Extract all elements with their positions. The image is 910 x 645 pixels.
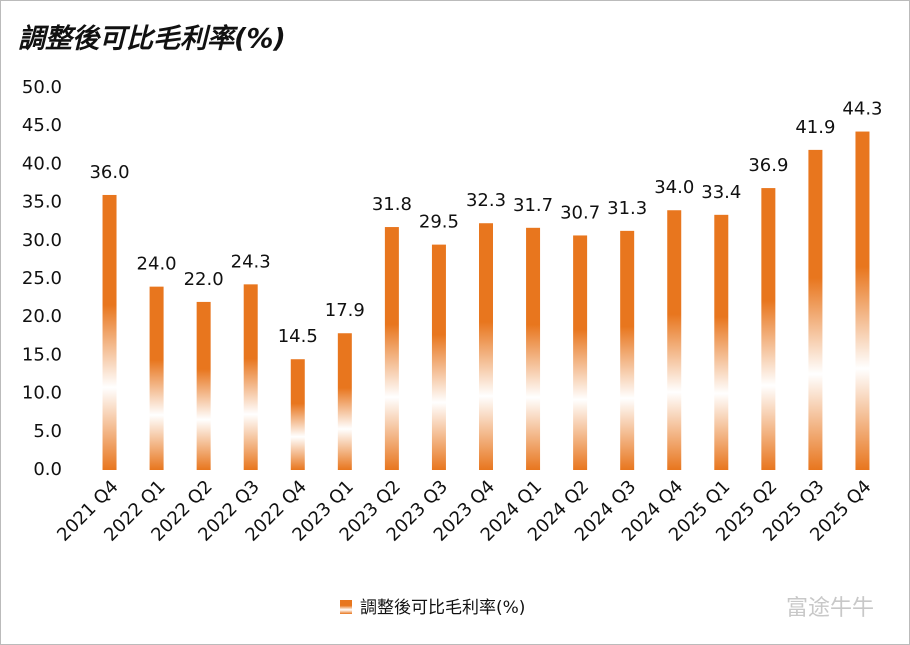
bar bbox=[526, 227, 541, 470]
bar bbox=[290, 359, 305, 470]
watermark: 富途牛牛 bbox=[786, 596, 874, 621]
value-label: 22.0 bbox=[184, 269, 224, 290]
value-label: 36.0 bbox=[89, 162, 129, 183]
y-tick-label: 35.0 bbox=[22, 192, 62, 213]
value-label: 36.9 bbox=[748, 155, 788, 176]
bar bbox=[667, 210, 682, 471]
bar bbox=[243, 284, 258, 470]
value-label: 32.3 bbox=[466, 190, 506, 211]
bar bbox=[149, 286, 164, 470]
bar bbox=[102, 194, 117, 470]
bar bbox=[620, 230, 635, 470]
bar bbox=[714, 214, 729, 470]
y-tick-label: 50.0 bbox=[22, 77, 62, 98]
y-tick-label: 45.0 bbox=[22, 115, 62, 136]
y-tick-label: 10.0 bbox=[22, 383, 62, 404]
value-label: 34.0 bbox=[654, 177, 694, 198]
value-label: 31.7 bbox=[513, 195, 553, 216]
value-label: 44.3 bbox=[842, 99, 882, 120]
y-tick-label: 5.0 bbox=[33, 421, 62, 442]
value-label: 31.8 bbox=[372, 194, 412, 215]
chart-title: 調整後可比毛利率(%) bbox=[18, 24, 286, 55]
bar bbox=[573, 235, 588, 470]
bar bbox=[855, 131, 870, 470]
legend-label: 調整後可比毛利率(%) bbox=[360, 598, 525, 618]
y-tick-label: 0.0 bbox=[33, 459, 62, 480]
value-label: 29.5 bbox=[419, 212, 459, 233]
bar bbox=[431, 244, 446, 470]
value-label: 24.0 bbox=[137, 254, 177, 275]
value-label: 30.7 bbox=[560, 202, 600, 223]
value-label: 17.9 bbox=[325, 300, 365, 321]
y-tick-label: 30.0 bbox=[22, 230, 62, 251]
bar bbox=[479, 223, 493, 470]
y-tick-label: 15.0 bbox=[22, 344, 62, 365]
value-label: 33.4 bbox=[701, 182, 741, 203]
value-label: 14.5 bbox=[278, 326, 318, 347]
y-tick-label: 40.0 bbox=[22, 153, 62, 174]
bar bbox=[196, 301, 211, 470]
bar bbox=[384, 227, 399, 470]
value-label: 41.9 bbox=[795, 117, 835, 138]
value-label: 24.3 bbox=[231, 251, 271, 272]
bar bbox=[337, 333, 352, 470]
bar bbox=[761, 188, 776, 471]
value-label: 31.3 bbox=[607, 198, 647, 219]
bar bbox=[808, 149, 823, 470]
legend-swatch bbox=[340, 600, 352, 614]
y-tick-label: 20.0 bbox=[22, 306, 62, 327]
y-tick-label: 25.0 bbox=[22, 268, 62, 289]
